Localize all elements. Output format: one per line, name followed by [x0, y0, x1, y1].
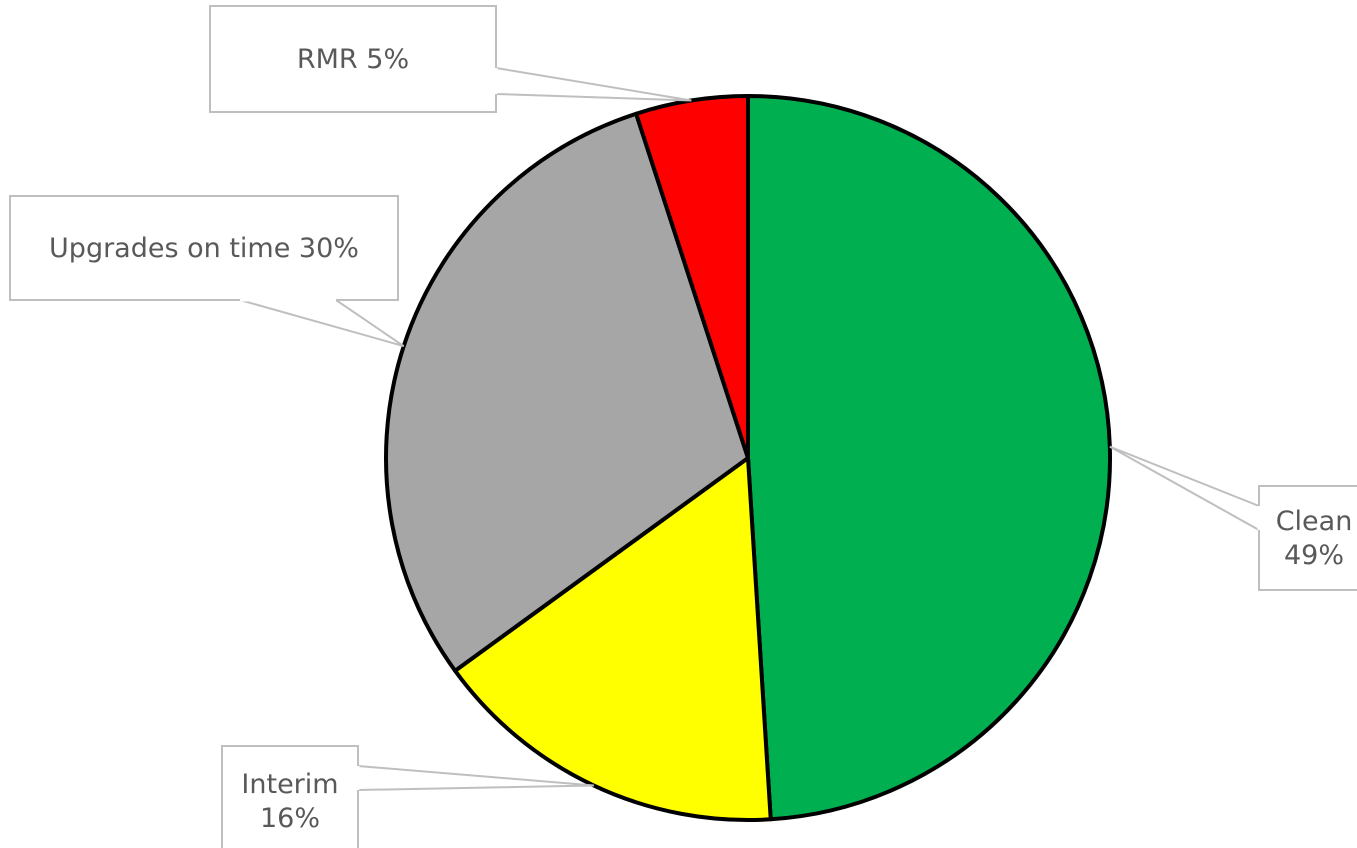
- data-label-clean-line-1: Clean: [1276, 506, 1353, 537]
- data-label-upgrades-on-time-line-1: Upgrades on time 30%: [49, 233, 359, 264]
- callout-box-interim: [221, 745, 359, 848]
- data-label-interim-line-2: 16%: [260, 803, 320, 834]
- callout-leader-clean: [1109, 445, 1260, 532]
- callout-box-rmr: [209, 5, 497, 113]
- pie-slice-clean: [746, 94, 1112, 822]
- callout-leaders: [239, 66, 1260, 792]
- callout-leader-rmr: [495, 66, 692, 102]
- callout-leader-upgrades-on-time: [239, 299, 405, 348]
- data-label-clean-line-2: 49%: [1284, 540, 1344, 571]
- callout-box-upgrades-on-time: [9, 195, 399, 301]
- data-label-rmr-line-1: RMR 5%: [297, 44, 409, 75]
- pie-slices: [384, 94, 1112, 822]
- callout-leader-interim: [357, 764, 594, 792]
- callout-box-clean: [1258, 485, 1357, 591]
- data-label-interim-line-1: Interim: [241, 769, 338, 800]
